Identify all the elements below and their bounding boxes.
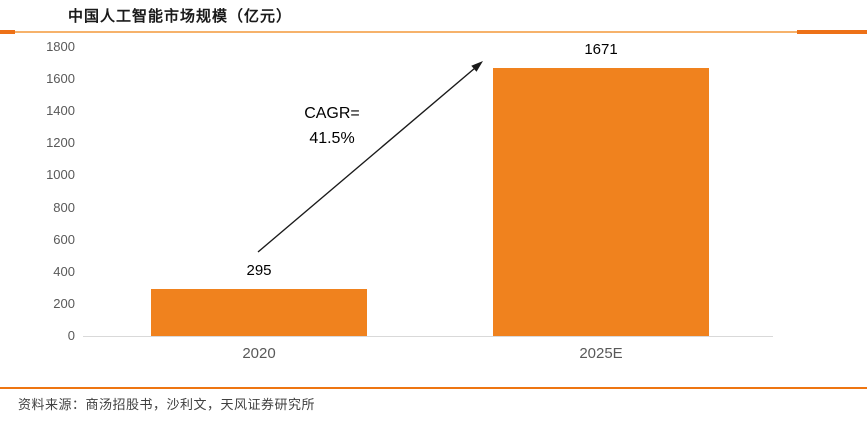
- bar-2025E: [493, 67, 709, 336]
- y-axis-tick-label: 800: [53, 199, 75, 215]
- cagr-annotation: CAGR= 41.5%: [284, 101, 380, 151]
- x-axis-category-label: 2025E: [579, 345, 623, 362]
- header-divider-left-cap: [0, 30, 15, 34]
- cagr-annotation-line1: CAGR=: [304, 105, 360, 122]
- cagr-annotation-line2: 41.5%: [309, 130, 355, 147]
- y-axis-tick-label: 1600: [46, 71, 75, 87]
- bar-value-label: 295: [246, 261, 272, 279]
- y-axis-tick-label: 1800: [46, 39, 75, 54]
- bar-2020: [151, 288, 367, 336]
- footer-divider: [0, 387, 867, 389]
- y-axis-tick-label: 0: [67, 328, 75, 343]
- y-axis-tick-label: 1200: [46, 135, 75, 151]
- header-divider: [0, 30, 867, 34]
- y-axis-tick-label: 400: [53, 263, 75, 279]
- chart-title: 中国人工智能市场规模（亿元）: [68, 8, 293, 25]
- x-axis-line: [83, 336, 773, 337]
- y-axis-tick-label: 600: [53, 231, 75, 247]
- data-source-note: 资料来源：商汤招股书，沙利文，天风证券研究所: [18, 397, 316, 412]
- x-axis-category-label: 2020: [242, 345, 276, 362]
- y-axis-tick-label: 200: [53, 295, 75, 311]
- header-divider-thin-line: [0, 31, 867, 33]
- header-divider-right-cap: [797, 30, 867, 34]
- bar-value-label: 1671: [584, 40, 618, 58]
- y-axis-tick-label: 1400: [46, 103, 75, 119]
- y-axis-tick-label: 1000: [46, 167, 75, 183]
